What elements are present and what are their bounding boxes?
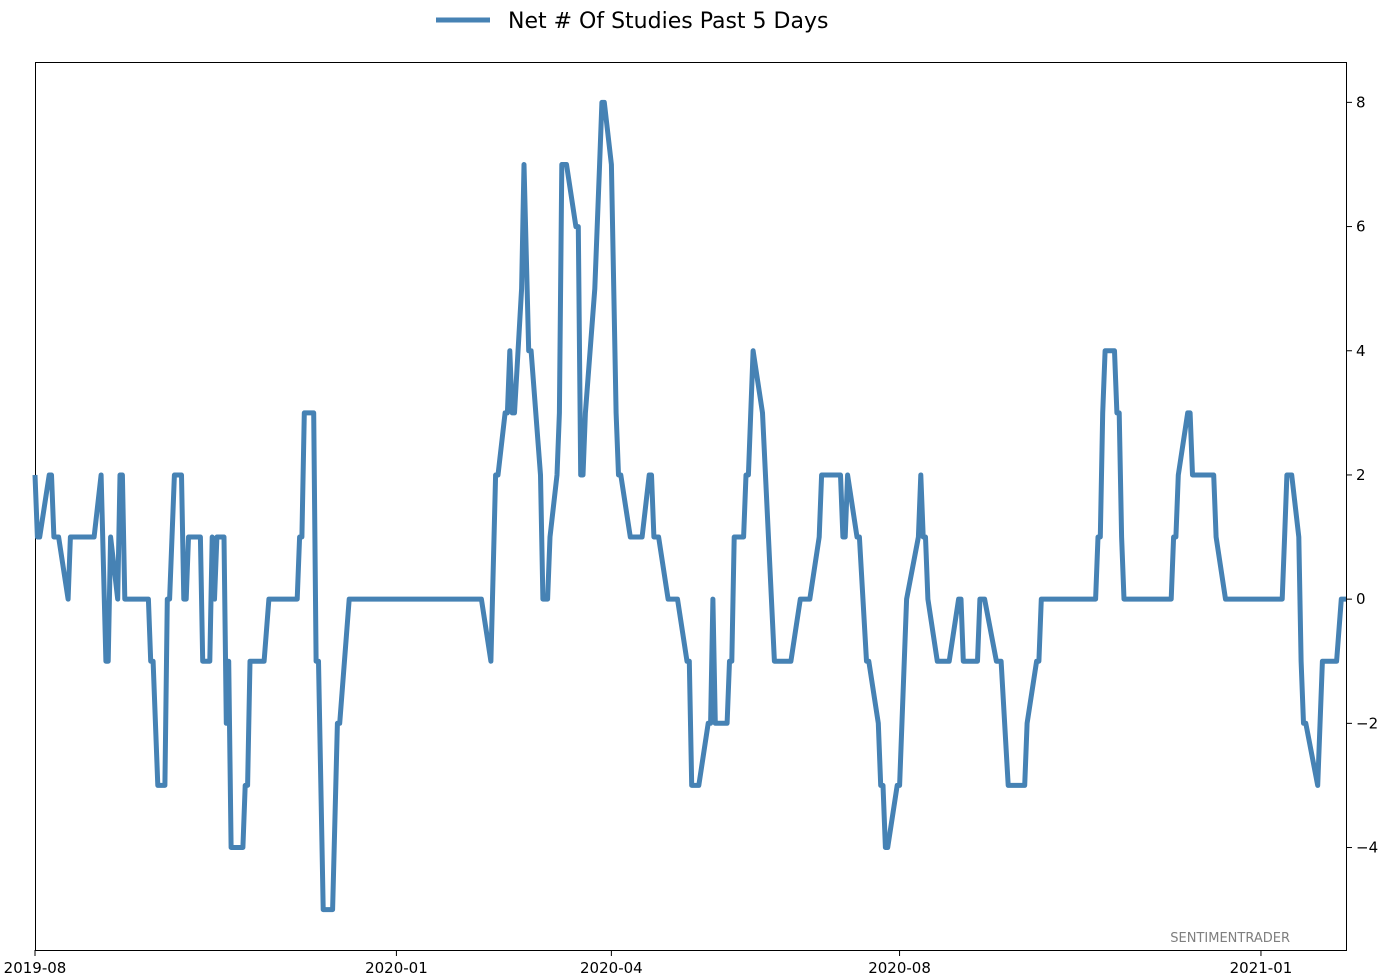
plot-marks [32, 99, 1346, 913]
x-tick-label: 2020-04 [580, 959, 643, 977]
y-tick-label: −4 [1356, 839, 1378, 857]
y-tick-label: 0 [1356, 590, 1366, 608]
legend: Net # Of Studies Past 5 Days [436, 9, 828, 34]
y-tick-label: 8 [1356, 93, 1366, 111]
x-tick-label: 2020-08 [868, 959, 931, 977]
x-tick-label: 2019-08 [4, 959, 67, 977]
x-tick-label: 2021-01 [1230, 959, 1293, 977]
y-axis: −4 −2 0 2 4 6 8 [1346, 93, 1378, 857]
series-line-0 [32, 99, 1346, 913]
y-tick-label: 6 [1356, 218, 1366, 236]
watermark: SENTIMENTRADER [1170, 931, 1290, 946]
y-tick-label: −2 [1356, 714, 1378, 732]
x-axis: 2019-08 2020-01 2020-04 2020-08 2021-01 [4, 950, 1293, 977]
y-tick-label: 2 [1356, 466, 1366, 484]
x-tick-label: 2020-01 [365, 959, 428, 977]
y-tick-label: 4 [1356, 342, 1366, 360]
legend-label: Net # Of Studies Past 5 Days [508, 9, 828, 34]
